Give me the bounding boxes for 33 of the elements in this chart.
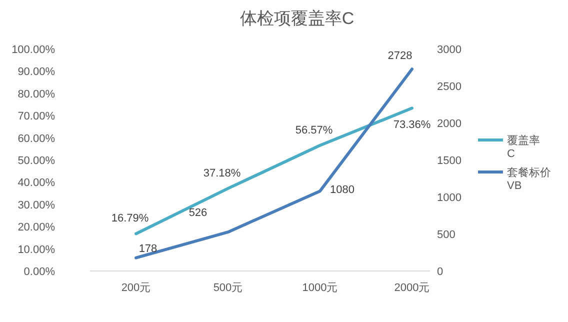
y-tick-label: 30.00% <box>18 199 56 212</box>
chart-title: 体检项覆盖率C <box>240 9 354 28</box>
y-tick-label: 20.00% <box>18 222 56 234</box>
data-label: 526 <box>188 207 208 220</box>
data-label: 37.18% <box>203 167 241 180</box>
x-tick-label: 500元 <box>213 282 243 294</box>
data-label: 178 <box>138 242 158 255</box>
y-tick-label: 80.00% <box>18 88 56 100</box>
y2-tick-label: 2500 <box>437 81 462 93</box>
y2-tick-label: 2000 <box>437 118 462 130</box>
x-tick-label: 200元 <box>121 282 151 294</box>
data-label: 73.36% <box>393 119 431 132</box>
y2-tick-label: 500 <box>437 229 456 241</box>
x-tick-label: 1000元 <box>302 282 338 294</box>
y2-tick-label: 1000 <box>437 192 462 204</box>
y-tick-label: 60.00% <box>18 132 56 145</box>
data-label: 1080 <box>330 184 354 196</box>
x-tick-label: 2000元 <box>394 282 430 294</box>
y-tick-label: 70.00% <box>18 110 56 123</box>
y-tick-label: 100.00% <box>12 44 56 56</box>
y2-tick-label: 1500 <box>437 155 462 167</box>
data-label: 56.57% <box>295 124 333 136</box>
y-tick-label: 50.00% <box>18 155 56 167</box>
y-tick-label: 0.00% <box>24 266 56 278</box>
data-label: 2728 <box>388 50 412 62</box>
y-tick-label: 40.00% <box>18 177 56 190</box>
y-tick-label: 90.00% <box>18 66 56 78</box>
y2-tick-label: 3000 <box>437 44 462 56</box>
data-label: 16.79% <box>111 212 149 225</box>
y2-tick-label: 0 <box>437 266 444 278</box>
y-tick-label: 10.00% <box>18 244 56 256</box>
legend-label: 覆盖率 C <box>507 134 540 160</box>
legend-label: 套餐标价 VB <box>507 167 551 192</box>
